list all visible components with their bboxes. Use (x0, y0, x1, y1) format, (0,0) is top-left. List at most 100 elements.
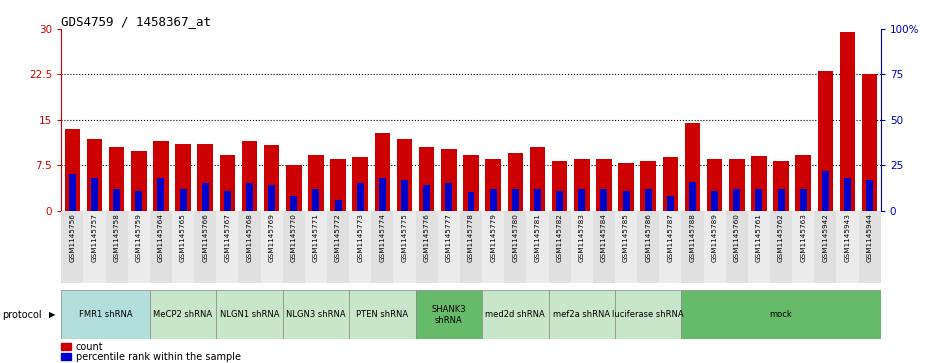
Bar (733, 189, 740, 211)
Bar (352, 157, 368, 211)
Text: GSM1145759: GSM1145759 (136, 213, 141, 262)
Text: luciferase shRNA: luciferase shRNA (612, 310, 684, 319)
Bar (154, 141, 169, 211)
Bar (446, 183, 452, 211)
Bar (379, 178, 386, 211)
Bar (264, 145, 280, 211)
Bar (748, 211, 770, 283)
Text: GSM1145944: GSM1145944 (867, 213, 872, 262)
Text: GSM1145787: GSM1145787 (667, 213, 674, 262)
Text: GSM1145783: GSM1145783 (578, 213, 585, 262)
Bar (641, 161, 656, 211)
Bar (482, 290, 548, 339)
Text: GSM1145756: GSM1145756 (70, 213, 75, 262)
Bar (224, 191, 231, 211)
Bar (862, 74, 877, 211)
Bar (84, 211, 106, 283)
Bar (394, 211, 415, 283)
Bar (286, 165, 301, 211)
Bar (290, 196, 298, 211)
Bar (770, 211, 792, 283)
Bar (552, 161, 567, 211)
Text: GSM1145785: GSM1145785 (623, 213, 629, 262)
Bar (792, 211, 814, 283)
Bar (180, 189, 187, 211)
Bar (375, 133, 390, 211)
Bar (637, 211, 659, 283)
Bar (308, 155, 324, 211)
Bar (283, 211, 305, 283)
Text: GSM1145778: GSM1145778 (468, 213, 474, 262)
Bar (711, 191, 718, 211)
Bar (349, 290, 415, 339)
Text: GSM1145777: GSM1145777 (446, 213, 452, 262)
Bar (529, 147, 545, 211)
Text: GSM1145788: GSM1145788 (690, 213, 695, 262)
Bar (61, 343, 72, 350)
Bar (556, 191, 563, 211)
Text: GSM1145772: GSM1145772 (335, 213, 341, 262)
Text: percentile rank within the sample: percentile rank within the sample (75, 352, 240, 362)
Bar (61, 353, 72, 360)
Bar (644, 189, 652, 211)
Bar (800, 189, 806, 211)
Bar (867, 180, 873, 211)
Text: GDS4759 / 1458367_at: GDS4759 / 1458367_at (61, 15, 211, 28)
Text: GSM1145762: GSM1145762 (778, 213, 784, 262)
Bar (357, 183, 364, 211)
Bar (548, 211, 571, 283)
Bar (822, 171, 829, 211)
Bar (172, 211, 194, 283)
Bar (438, 211, 460, 283)
Bar (131, 151, 147, 211)
Bar (150, 211, 172, 283)
Bar (397, 139, 413, 211)
Text: NLGN3 shRNA: NLGN3 shRNA (286, 310, 346, 319)
Bar (659, 211, 681, 283)
Bar (313, 189, 319, 211)
Text: GSM1145771: GSM1145771 (313, 213, 319, 262)
Bar (593, 211, 615, 283)
Bar (61, 290, 150, 339)
Text: GSM1145782: GSM1145782 (557, 213, 562, 262)
Bar (840, 32, 855, 211)
Bar (467, 192, 475, 211)
Bar (128, 211, 150, 283)
Bar (217, 211, 238, 283)
Bar (844, 178, 851, 211)
Bar (415, 290, 482, 339)
Bar (596, 159, 611, 211)
Bar (623, 191, 629, 211)
Bar (194, 211, 217, 283)
Bar (69, 174, 75, 211)
Bar (615, 290, 681, 339)
Text: mef2a shRNA: mef2a shRNA (553, 310, 610, 319)
Bar (858, 211, 881, 283)
Bar (548, 290, 615, 339)
Bar (150, 290, 217, 339)
Bar (423, 185, 430, 211)
Bar (578, 189, 585, 211)
Bar (706, 159, 723, 211)
Text: GSM1145768: GSM1145768 (247, 213, 252, 262)
Bar (773, 161, 788, 211)
Bar (681, 211, 704, 283)
Bar (534, 189, 541, 211)
Bar (814, 211, 836, 283)
Bar (198, 144, 213, 211)
Text: GSM1145779: GSM1145779 (490, 213, 496, 262)
Bar (795, 155, 811, 211)
Bar (689, 182, 696, 211)
Bar (729, 159, 744, 211)
Bar (755, 189, 762, 211)
Bar (91, 178, 98, 211)
Text: MeCP2 shRNA: MeCP2 shRNA (154, 310, 213, 319)
Text: ▶: ▶ (49, 310, 56, 319)
Bar (61, 211, 84, 283)
Text: GSM1145760: GSM1145760 (734, 213, 739, 262)
Bar (65, 129, 80, 211)
Bar (463, 155, 479, 211)
Text: GSM1145764: GSM1145764 (158, 213, 164, 262)
Bar (238, 211, 261, 283)
Text: GSM1145786: GSM1145786 (645, 213, 651, 262)
